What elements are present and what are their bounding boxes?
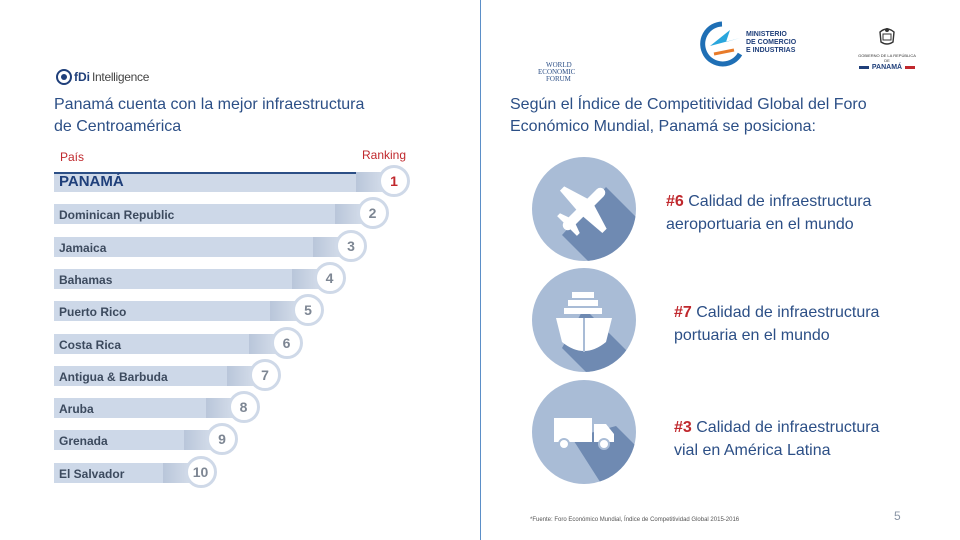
item-port-line-2: portuaria en el mundo xyxy=(674,327,830,344)
truck-icon xyxy=(532,380,636,484)
page-number: 5 xyxy=(894,509,901,523)
ranking-row: Grenada 9 xyxy=(54,423,238,456)
mici-logo-line-1: MINISTERIO xyxy=(746,31,787,38)
ranking-country-label: Dominican Republic xyxy=(59,208,175,223)
ranking-position-badge: 7 xyxy=(249,358,281,391)
ranking-country-label: Jamaica xyxy=(59,240,107,255)
mici-logo-line-3: E INDUSTRIAS xyxy=(746,47,796,54)
wef-logo-line-1: WORLD xyxy=(546,61,572,69)
item-road-line-1: Calidad de infraestructura xyxy=(691,419,880,436)
ranking-position-badge: 3 xyxy=(335,229,367,262)
ranking-position-badge: 8 xyxy=(227,391,260,424)
left-heading-line-1: Panamá cuenta con la mejor infraestructu… xyxy=(54,96,365,113)
item-road: #3 Calidad de infraestructura vial en Am… xyxy=(674,416,924,462)
ranking-position-badge: 10 xyxy=(184,455,217,488)
ranking-country-label: Antigua & Barbuda xyxy=(59,369,168,384)
ranking-country-label: PANAMÁ xyxy=(59,173,124,190)
right-heading-line-1: Según el Índice de Competitividad Global… xyxy=(510,96,867,113)
ranking-row: Bahamas 4 xyxy=(54,261,346,294)
ranking-row: Aruba 8 xyxy=(54,391,260,424)
ranking-position-badge: 2 xyxy=(356,197,389,230)
wef-logo-line-2: ECONOMIC xyxy=(538,68,576,76)
ranking-country-label: El Salvador xyxy=(59,466,125,481)
ranking-country-label: Costa Rica xyxy=(59,337,122,352)
gob-logo-caption: GOBIERNO DE LA REPÚBLICA DE xyxy=(858,53,916,63)
ranking-bar xyxy=(54,204,345,225)
wef-logo-line-3: FORUM xyxy=(546,75,571,83)
item-road-line-2: vial en América Latina xyxy=(674,442,831,459)
ship-icon xyxy=(532,268,636,372)
ranking-column-header: Ranking xyxy=(362,148,407,162)
ranking-bar xyxy=(54,365,237,386)
ranking-row: Dominican Republic 2 xyxy=(54,197,389,230)
ranking-bar xyxy=(54,430,194,451)
fdi-logo-thin: Intelligence xyxy=(92,70,150,84)
mici-logo-line-2: DE COMERCIO xyxy=(746,39,797,46)
item-port-line-1: Calidad de infraestructura xyxy=(691,304,880,321)
ranking-row: Puerto Rico 5 xyxy=(54,294,324,327)
item-airport-rank: #6 xyxy=(666,193,684,210)
gob-logo-name: PANAMÁ xyxy=(871,64,903,71)
ranking-row: Jamaica 3 xyxy=(54,229,367,262)
ranking-bar xyxy=(54,172,366,192)
ranking-bar xyxy=(54,301,280,322)
ranking-country-label: Puerto Rico xyxy=(59,305,127,320)
ranking-bar xyxy=(54,236,323,257)
item-airport-line-2: aeroportuaria en el mundo xyxy=(666,216,854,233)
right-heading-line-2: Económico Mundial, Panamá se posiciona: xyxy=(510,118,816,135)
country-column-header: País xyxy=(60,150,85,164)
fdi-globe-icon xyxy=(56,69,72,85)
ranking-row: El Salvador 10 xyxy=(54,455,217,488)
ranking-position-badge: 1 xyxy=(378,165,410,197)
ministerio-comercio-logo: MINISTERIO DE COMERCIO E INDUSTRIAS xyxy=(700,20,800,68)
item-port-rank: #7 xyxy=(674,304,692,321)
ranking-country-label: Grenada xyxy=(59,434,108,449)
item-airport-line-1: Calidad de infraestructura xyxy=(683,193,872,210)
fdi-intelligence-logo: fDi Intelligence xyxy=(56,68,149,86)
source-footnote: *Fuente: Foro Económico Mundial, Índice … xyxy=(530,517,740,523)
item-road-rank: #3 xyxy=(674,419,692,436)
coat-of-arms-icon xyxy=(879,28,895,45)
ranking-row: PANAMÁ 1 xyxy=(54,165,410,197)
ranking-bar xyxy=(54,333,259,354)
ranking-bar xyxy=(54,398,216,419)
ranking-position-badge: 9 xyxy=(206,423,238,456)
ranking-position-badge: 5 xyxy=(292,294,324,327)
ranking-country-label: Bahamas xyxy=(59,272,113,287)
ranking-row: Costa Rica 6 xyxy=(54,326,303,359)
airplane-icon xyxy=(532,157,636,261)
ranking-bar xyxy=(54,462,173,483)
center-divider xyxy=(480,0,481,540)
ranking-bar xyxy=(54,268,302,289)
world-economic-forum-logo: WORLD ECONOMIC FORUM xyxy=(538,62,590,83)
item-port: #7 Calidad de infraestructura portuaria … xyxy=(674,301,924,347)
ranking-row: Antigua & Barbuda 7 xyxy=(54,358,281,391)
ranking-country-label: Aruba xyxy=(59,402,94,417)
right-heading: Según el Índice de Competitividad Global… xyxy=(510,94,930,138)
left-heading: Panamá cuenta con la mejor infraestructu… xyxy=(54,94,434,138)
ranking-position-badge: 4 xyxy=(313,261,346,294)
left-heading-line-2: de Centroamérica xyxy=(54,118,182,135)
fdi-logo-bold: fDi xyxy=(74,70,90,84)
mici-emblem-icon xyxy=(700,21,743,67)
item-airport: #6 Calidad de infraestructura aeroportua… xyxy=(666,190,916,236)
gobierno-panama-logo: GOBIERNO DE LA REPÚBLICA DE PANAMÁ xyxy=(855,26,919,71)
ranking-position-badge: 6 xyxy=(270,326,303,359)
